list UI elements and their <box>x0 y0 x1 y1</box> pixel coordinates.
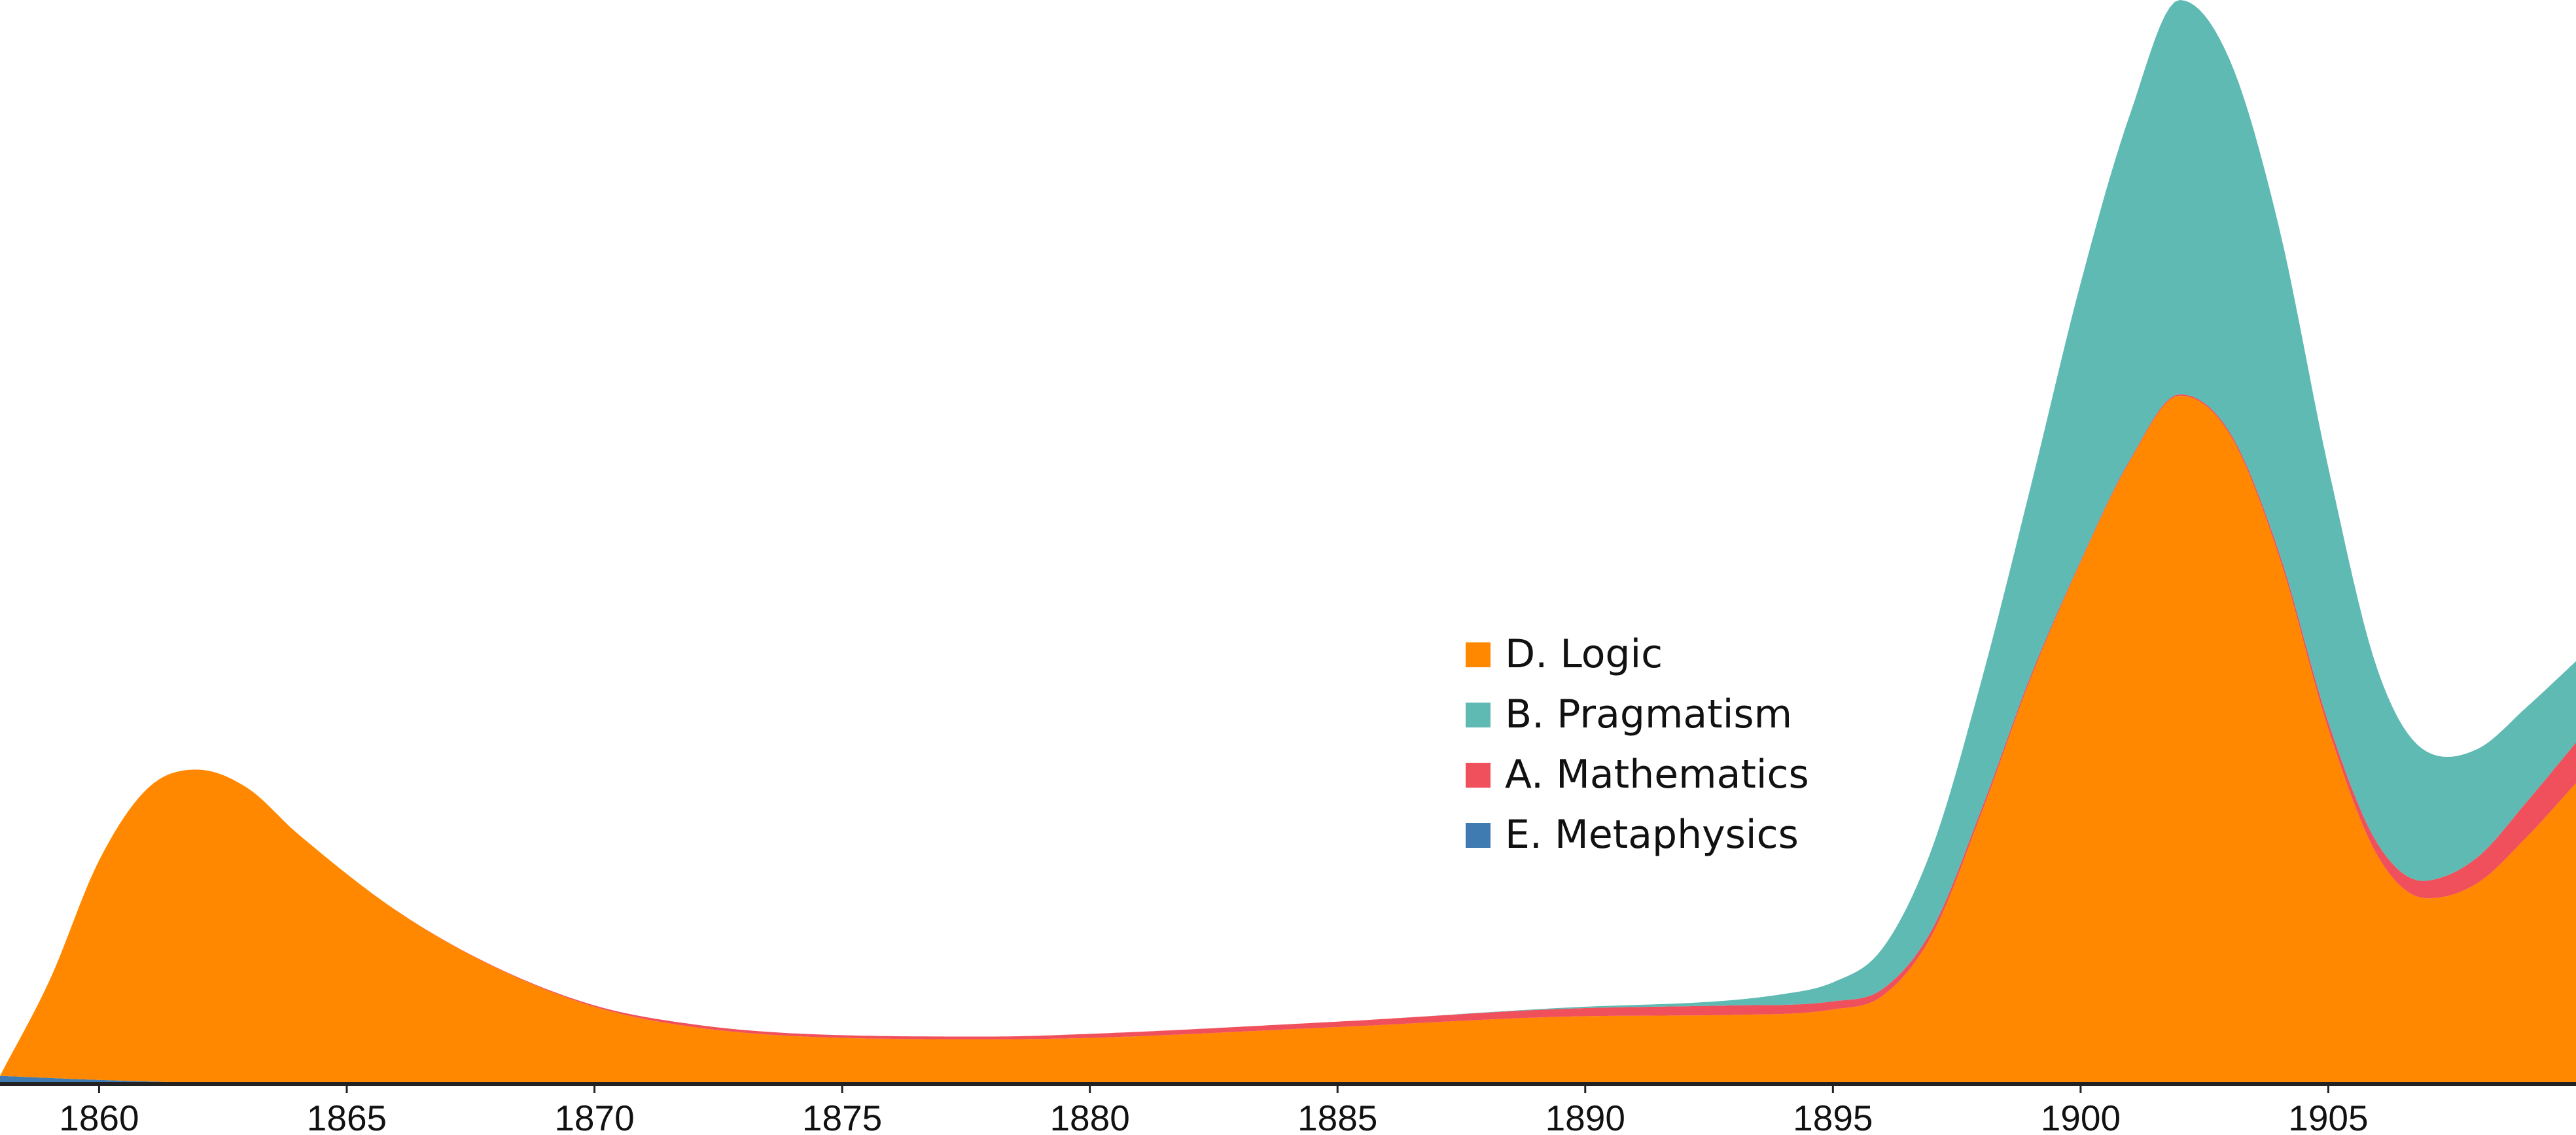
x-tick-label: 1860 <box>59 1098 139 1135</box>
x-tick-label: 1865 <box>307 1098 387 1135</box>
legend[interactable]: D. Logic B. Pragmatism A. Mathematics E. Me… <box>1466 631 1809 858</box>
x-tick-label: 1905 <box>2288 1098 2368 1135</box>
legend-label: D. Logic <box>1505 631 1663 677</box>
x-tick-label: 1880 <box>1050 1098 1129 1135</box>
legend-item[interactable]: E. Metaphysics <box>1466 812 1799 858</box>
legend-label: B. Pragmatism <box>1505 691 1792 737</box>
x-tick-label: 1885 <box>1297 1098 1377 1135</box>
legend-item[interactable]: D. Logic <box>1466 631 1663 677</box>
legend-swatch <box>1466 642 1491 667</box>
legend-swatch <box>1466 763 1491 788</box>
legend-swatch <box>1466 703 1491 727</box>
legend-item[interactable]: B. Pragmatism <box>1466 691 1792 737</box>
x-tick-label: 1900 <box>2041 1098 2121 1135</box>
area-d-logic[interactable] <box>0 395 2576 1084</box>
x-tick-label: 1895 <box>1793 1098 1873 1135</box>
legend-label: A. Mathematics <box>1505 752 1809 797</box>
x-axis-ticks: 1860 1865 1870 1875 1880 1885 1890 1895 1900 1905 <box>59 1084 2369 1135</box>
legend-swatch <box>1466 823 1491 848</box>
legend-item[interactable]: A. Mathematics <box>1466 752 1809 797</box>
legend-label: E. Metaphysics <box>1505 812 1799 858</box>
x-tick-label: 1875 <box>802 1098 882 1135</box>
area-series-layer <box>0 0 2576 1084</box>
x-tick-label: 1870 <box>554 1098 634 1135</box>
area-b-pragmatism[interactable] <box>0 0 2576 1076</box>
x-tick-label: 1890 <box>1545 1098 1625 1135</box>
